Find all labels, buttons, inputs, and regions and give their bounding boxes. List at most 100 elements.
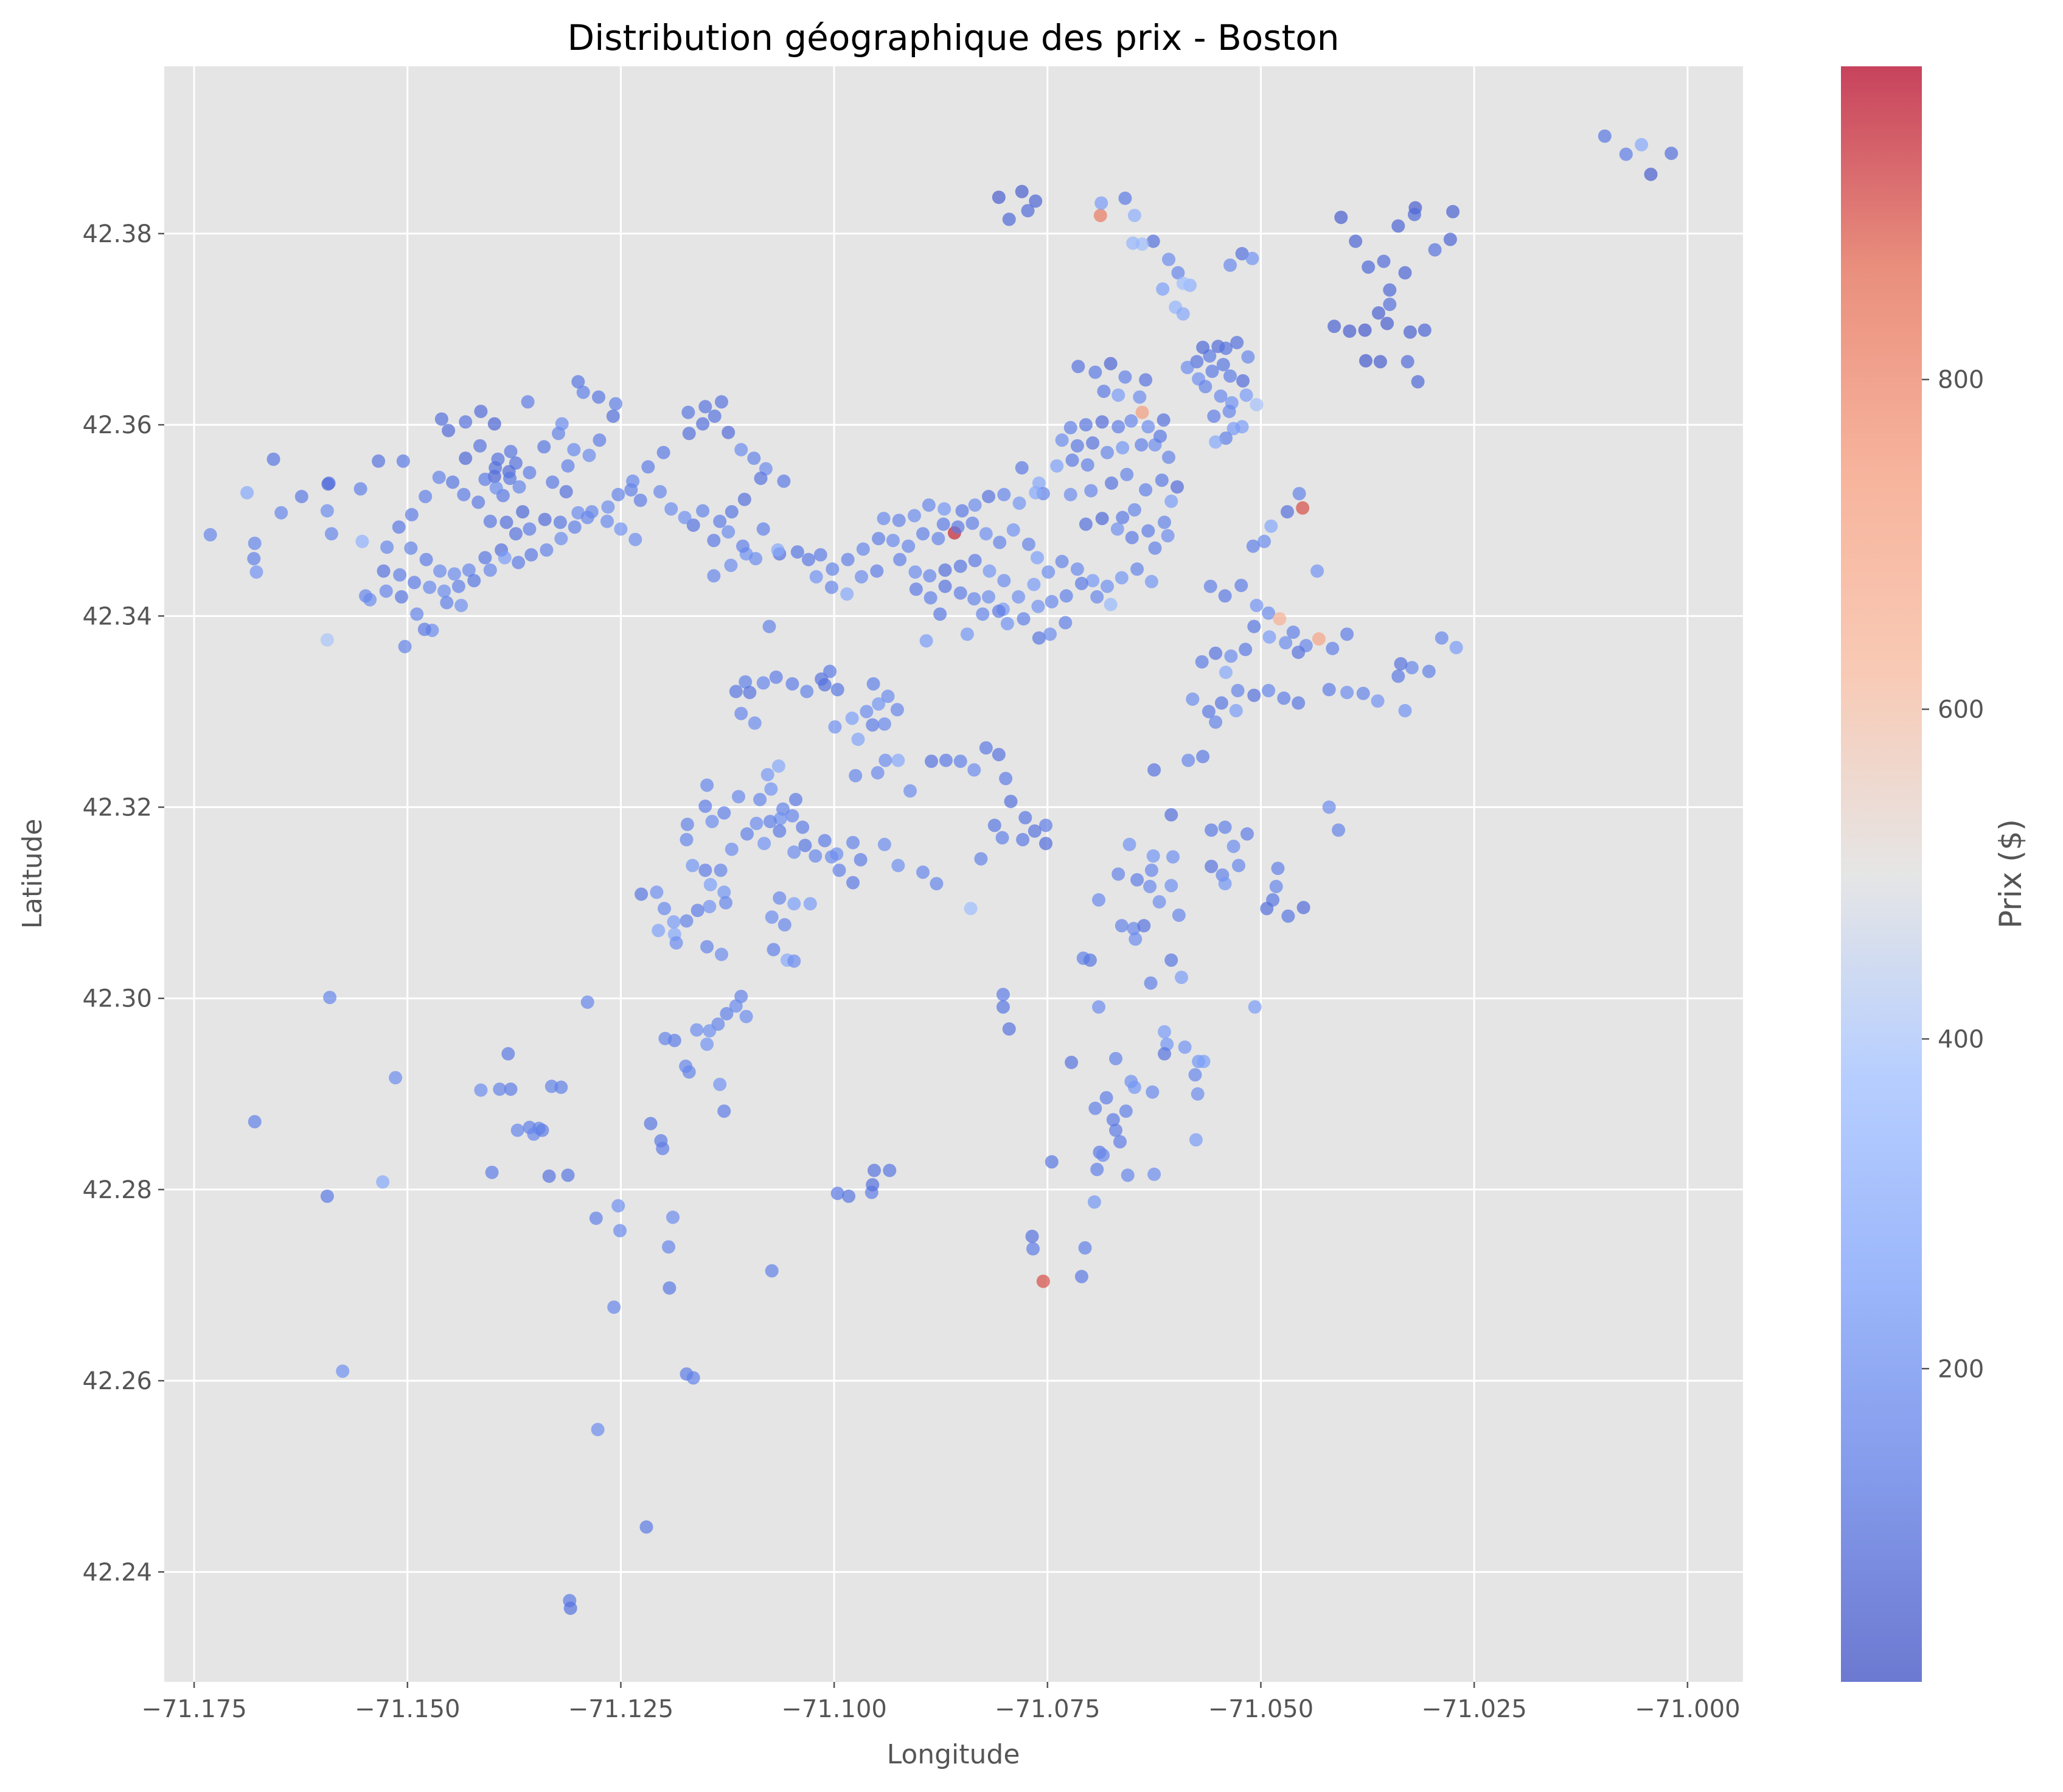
scatter-point (1118, 191, 1132, 205)
scatter-point (1176, 276, 1190, 290)
scatter-point (686, 518, 700, 532)
scatter-point (749, 552, 763, 566)
scatter-point (1045, 594, 1059, 608)
scatter-point (667, 915, 681, 929)
scatter-point (974, 852, 988, 866)
scatter-point (979, 741, 993, 755)
scatter-point (437, 584, 451, 598)
scatter-point (1021, 204, 1035, 218)
scatter-point (419, 490, 433, 503)
scatter-point (769, 670, 783, 684)
scatter-point (1258, 534, 1272, 548)
scatter-point (803, 897, 817, 911)
scatter-point (359, 589, 372, 603)
scatter-point (773, 824, 787, 838)
scatter-point (656, 1142, 670, 1156)
scatter-point (1198, 380, 1212, 394)
scatter-point (1166, 850, 1180, 864)
scatter-point (767, 943, 781, 957)
scatter-point (512, 480, 526, 494)
scatter-point (1250, 599, 1264, 612)
scatter-point (669, 936, 683, 950)
scatter-point (802, 553, 815, 567)
scatter-point (1125, 531, 1139, 545)
scatter-point (886, 534, 900, 548)
scatter-point (1247, 688, 1261, 702)
scatter-point (809, 570, 823, 584)
scatter-point (1235, 246, 1249, 260)
scatter-point (1027, 577, 1041, 591)
scatter-point (561, 1168, 575, 1182)
scatter-point (1036, 1274, 1050, 1288)
scatter-point (823, 664, 837, 678)
scatter-point (764, 782, 778, 796)
scatter-point (842, 1189, 855, 1203)
scatter-point (1644, 167, 1658, 181)
scatter-point (705, 815, 719, 829)
scatter-point (690, 1023, 704, 1037)
scatter-point (760, 768, 774, 782)
scatter-point (968, 498, 982, 512)
scatter-point (1144, 863, 1158, 877)
scatter-point (1104, 598, 1118, 612)
scatter-point (1110, 522, 1124, 536)
scatter-point (698, 863, 712, 877)
scatter-point (893, 553, 907, 567)
scatter-point (568, 520, 582, 534)
scatter-point (501, 1047, 515, 1061)
scatter-point (554, 532, 568, 546)
scatter-point (1092, 893, 1105, 907)
scatter-point (1209, 646, 1223, 660)
scatter-point (294, 490, 308, 503)
scatter-point (1026, 1242, 1040, 1256)
scatter-point (696, 504, 710, 518)
scatter-point (1055, 554, 1069, 568)
scatter-point (732, 790, 745, 804)
scatter-point (320, 1189, 334, 1203)
scatter-point (1186, 692, 1200, 706)
y-axis: 42.24 42.26 42.28 42.30 42.32 42.34 42.36 42.38 (82, 220, 164, 1586)
scatter-point (700, 778, 714, 792)
scatter-point (417, 622, 431, 636)
scatter-point (240, 486, 254, 500)
x-axis-label: Longitude (887, 1739, 1020, 1770)
scatter-point (1241, 350, 1255, 364)
scatter-point (787, 897, 801, 911)
scatter-point (1235, 420, 1249, 434)
scatter-point (483, 563, 497, 577)
scatter-point (1139, 483, 1153, 497)
scatter-point (666, 1210, 680, 1224)
scatter-point (1031, 599, 1045, 613)
scatter-point (1443, 232, 1457, 246)
scatter-point (1195, 655, 1209, 669)
scatter-point (1133, 390, 1147, 404)
scatter-point (855, 570, 868, 584)
scatter-point (1245, 251, 1259, 265)
scatter-point (1292, 487, 1306, 501)
scatter-point (976, 607, 990, 621)
scatter-point (1000, 616, 1014, 630)
scatter-point (1070, 562, 1084, 576)
scatter-point (1181, 753, 1195, 767)
scatter-point (392, 520, 406, 534)
scatter-point (593, 433, 607, 447)
scatter-point (353, 482, 367, 496)
scatter-point (679, 1059, 693, 1073)
data-points (203, 129, 1679, 1615)
scatter-point (1112, 388, 1125, 402)
scatter-point (489, 461, 503, 475)
scatter-point (1207, 410, 1221, 423)
scatter-point (1112, 420, 1125, 434)
scatter-point (504, 445, 518, 459)
scatter-point (996, 1000, 1010, 1014)
scatter-point (576, 385, 590, 399)
scatter-point (1197, 1055, 1211, 1069)
scatter-point (777, 474, 791, 488)
scatter-point (1124, 414, 1138, 428)
scatter-point (1127, 922, 1141, 935)
scatter-point (1018, 811, 1032, 825)
scatter-point (1281, 909, 1295, 923)
scatter-point (248, 1115, 262, 1129)
scatter-point (324, 527, 338, 541)
scatter-point (720, 1006, 734, 1020)
